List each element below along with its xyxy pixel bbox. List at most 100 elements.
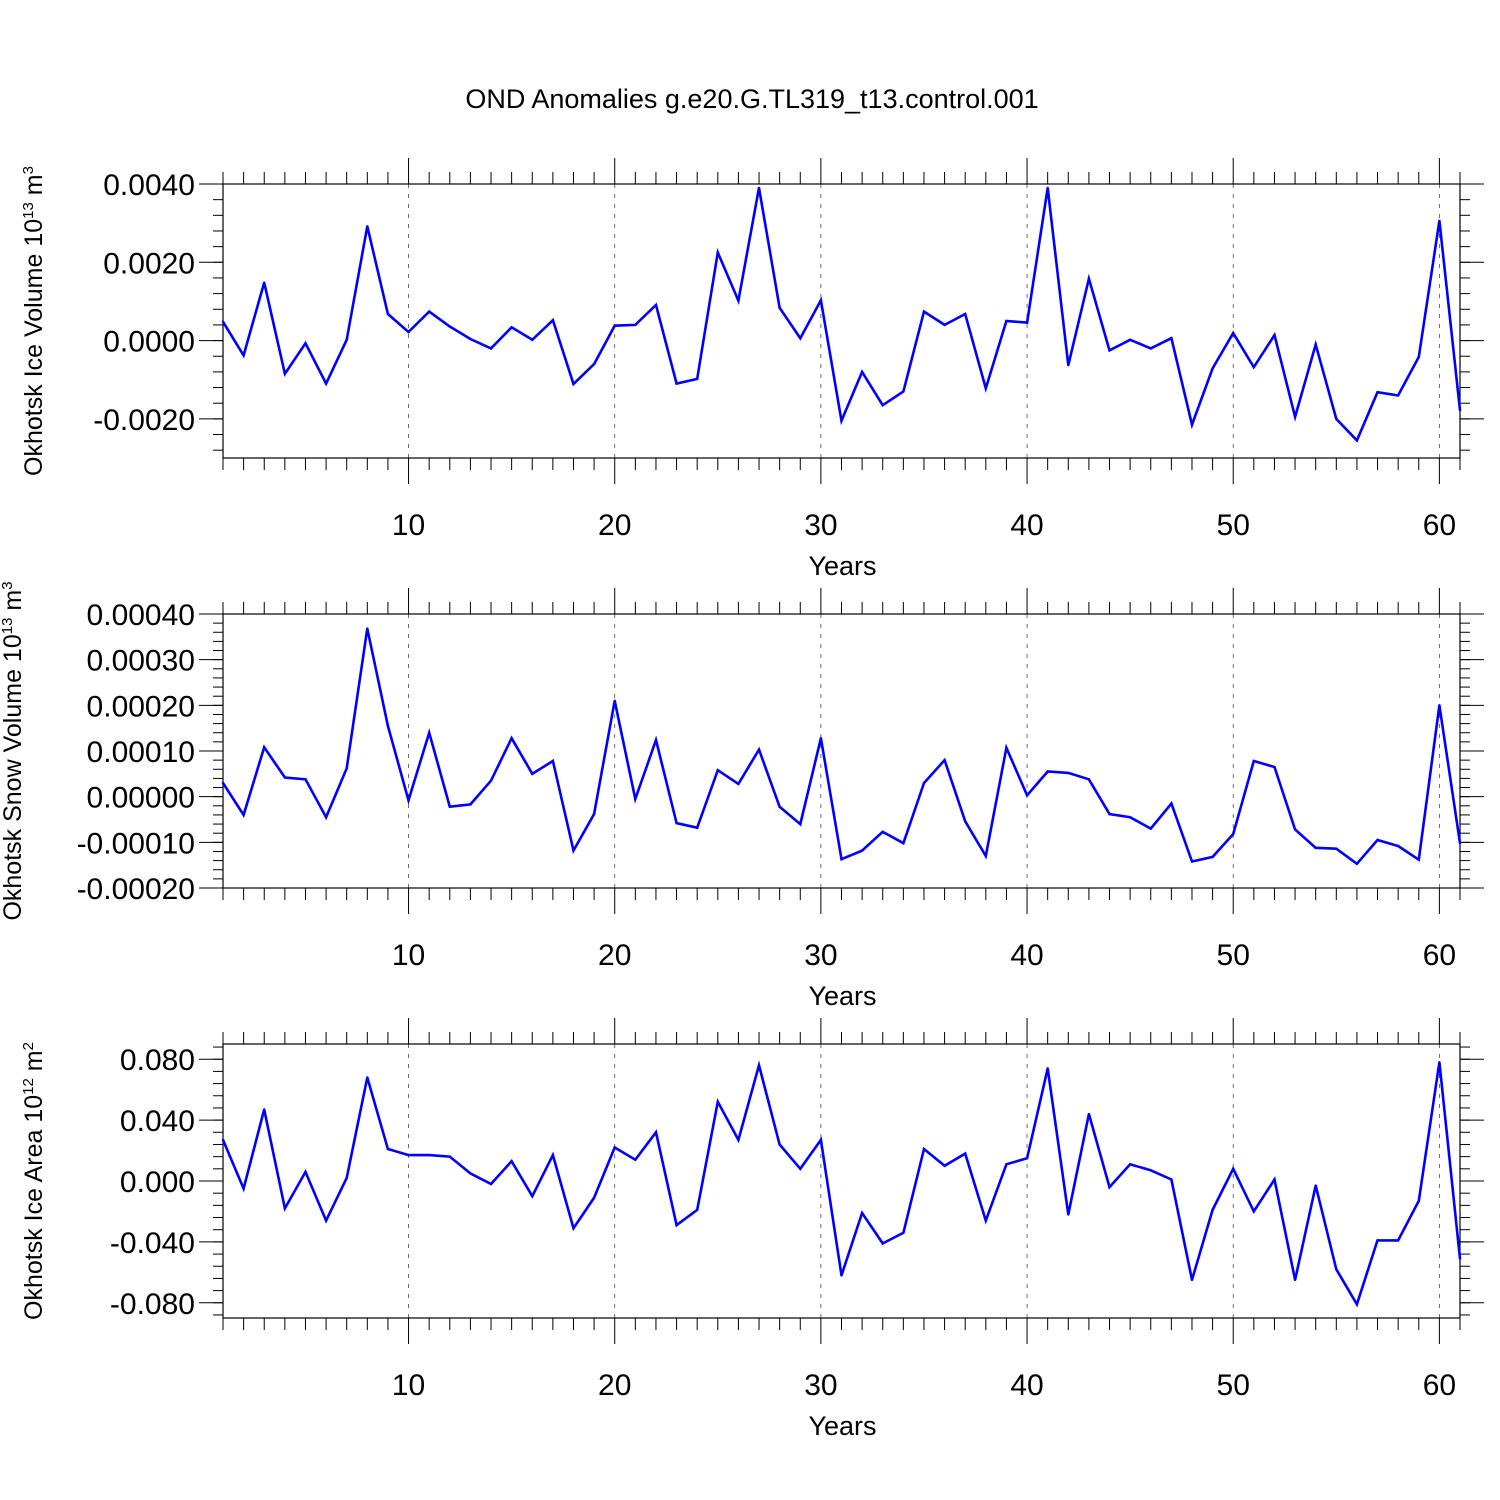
data-point <box>1438 219 1441 222</box>
data-point <box>1005 1163 1008 1166</box>
data-point <box>407 1153 410 1157</box>
data-point <box>1273 765 1276 769</box>
data-point <box>902 842 905 845</box>
data-point <box>1046 770 1049 773</box>
data-point <box>943 1164 946 1167</box>
y-axis-label: Okhotsk Snow Volume 1013 m3 <box>0 581 27 920</box>
data-point <box>1438 1061 1441 1064</box>
data-point <box>1087 1112 1091 1116</box>
data-point <box>489 779 493 782</box>
data-point <box>737 1138 740 1142</box>
data-point <box>840 419 843 423</box>
x-tick-label: 60 <box>1423 509 1456 542</box>
data-point <box>1211 1208 1214 1212</box>
x-tick-label: 10 <box>392 939 425 972</box>
data-point <box>1211 367 1214 370</box>
data-point <box>1232 832 1235 836</box>
data-point <box>984 387 988 390</box>
data-point <box>964 820 967 823</box>
data-point <box>1128 338 1132 341</box>
data-point <box>366 627 369 630</box>
data-point <box>1438 704 1441 707</box>
x-tick-label: 50 <box>1217 1369 1250 1402</box>
data-point <box>242 354 245 357</box>
data-point <box>613 324 616 327</box>
data-point <box>964 312 967 316</box>
data-point <box>654 1131 658 1134</box>
data-point <box>757 748 761 751</box>
data-point <box>675 821 678 825</box>
data-point <box>1314 1184 1317 1187</box>
data-point <box>489 1182 493 1186</box>
data-point <box>592 1196 596 1199</box>
data-point <box>1170 337 1173 340</box>
y-axis-label-part: 3 <box>0 581 16 589</box>
data-point <box>1128 816 1132 819</box>
data-point <box>737 782 740 786</box>
data-point <box>1293 1278 1297 1282</box>
data-point <box>1067 364 1070 367</box>
x-tick-label: 30 <box>804 1369 837 1402</box>
y-axis-label-part: Okhotsk Ice Area 10 <box>20 1095 48 1320</box>
y-axis-label-part: m <box>20 1050 48 1078</box>
y-tick-label: 0.0000 <box>103 326 195 359</box>
data-point <box>448 1155 451 1158</box>
x-tick-label: 60 <box>1423 1369 1456 1402</box>
x-tick-label: 50 <box>1217 509 1250 542</box>
data-point <box>799 337 802 340</box>
y-axis-label-part: m <box>20 174 48 202</box>
data-point <box>819 1138 823 1142</box>
x-tick-label: 20 <box>598 1369 631 1402</box>
data-point <box>860 849 864 852</box>
y-axis-label-part: 13 <box>0 618 16 635</box>
data-point <box>1190 423 1194 426</box>
data-point <box>757 1064 761 1067</box>
data-point <box>1396 844 1400 848</box>
data-point <box>1376 1239 1379 1242</box>
data-point <box>510 326 513 329</box>
figure-title: OND Anomalies g.e20.G.TL319_t13.control.… <box>465 84 1038 114</box>
data-point <box>345 1176 348 1180</box>
y-tick-label: 0.040 <box>120 1105 195 1138</box>
x-tick-label: 30 <box>804 509 837 542</box>
data-point <box>1376 391 1379 394</box>
data-point <box>922 781 926 785</box>
data-point <box>263 281 266 284</box>
data-point <box>840 858 843 861</box>
data-point <box>386 312 390 316</box>
y-tick-label: -0.00010 <box>77 827 195 860</box>
data-point <box>943 323 946 327</box>
data-point <box>1335 1268 1338 1271</box>
y-tick-label: 0.080 <box>120 1044 195 1077</box>
data-point <box>283 1207 287 1210</box>
data-point <box>778 805 781 808</box>
y-axis-label-part: 2 <box>20 1042 37 1050</box>
data-point <box>881 403 884 407</box>
data-point <box>427 731 431 734</box>
data-point <box>654 303 658 307</box>
data-point <box>1232 1167 1235 1171</box>
data-point <box>1211 855 1214 859</box>
data-point <box>695 377 699 381</box>
y-tick-label: -0.040 <box>110 1227 195 1260</box>
data-point <box>510 737 513 740</box>
data-point <box>510 1160 513 1163</box>
data-point <box>881 1242 884 1245</box>
data-point <box>304 778 307 781</box>
data-point <box>1067 771 1070 775</box>
data-point <box>922 1147 926 1151</box>
data-point <box>221 1138 225 1142</box>
data-point <box>1087 778 1091 781</box>
data-point <box>1149 1169 1152 1172</box>
y-tick-label: 0.0020 <box>103 247 195 280</box>
y-axis-label-part: 13 <box>20 202 37 219</box>
data-point <box>263 746 266 749</box>
data-point <box>1005 319 1008 323</box>
data-point <box>345 338 348 341</box>
data-point <box>242 1187 245 1190</box>
x-tick-label: 40 <box>1010 509 1043 542</box>
data-point <box>221 320 225 323</box>
y-tick-label: 0.00010 <box>87 736 195 769</box>
data-point <box>1067 1213 1070 1216</box>
